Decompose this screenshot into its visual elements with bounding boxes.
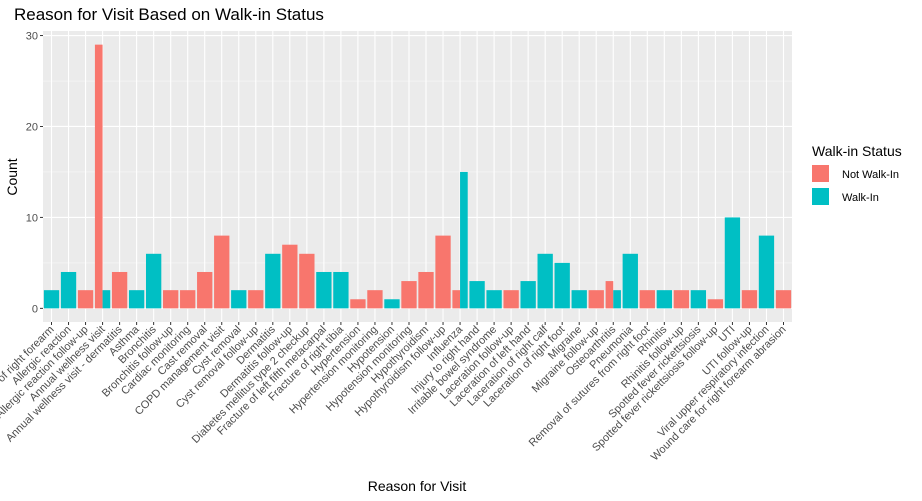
bar	[367, 290, 383, 309]
bar	[571, 290, 587, 309]
bar	[102, 290, 111, 309]
bar	[265, 253, 281, 309]
bar	[333, 271, 349, 309]
bar	[741, 290, 758, 309]
legend-title: Walk-in Status	[812, 143, 902, 159]
bars	[43, 44, 792, 309]
chart-title: Reason for Visit Based on Walk-in Status	[14, 5, 324, 24]
y-tick-label: 0	[32, 303, 38, 315]
bar	[622, 253, 638, 309]
legend-key	[812, 165, 829, 182]
bar	[111, 271, 128, 309]
bar	[282, 244, 298, 309]
y-tick-label: 20	[26, 121, 38, 133]
bar	[605, 281, 614, 309]
bar	[180, 290, 196, 309]
bar	[128, 290, 145, 309]
legend-label: Walk-In	[842, 192, 879, 204]
bar	[503, 290, 519, 309]
bar	[145, 253, 162, 309]
bar	[673, 290, 690, 309]
bar	[214, 235, 230, 309]
bar	[316, 271, 332, 309]
bar	[197, 271, 213, 309]
bar	[452, 290, 461, 309]
bar	[43, 290, 60, 309]
plot-panel	[43, 31, 792, 322]
bar	[94, 44, 103, 309]
bar	[248, 290, 264, 309]
bar	[554, 262, 570, 309]
bar	[418, 271, 434, 309]
bar	[690, 290, 707, 309]
bar	[758, 235, 775, 309]
bar	[520, 281, 536, 309]
bar	[656, 290, 672, 309]
bar	[613, 290, 621, 309]
bar	[350, 299, 366, 309]
bar	[60, 271, 77, 309]
bar	[231, 290, 247, 309]
bar	[435, 235, 451, 309]
x-axis-title: Reason for Visit	[368, 478, 467, 494]
y-axis: 0 10 20 30	[26, 31, 43, 315]
bar	[460, 171, 468, 309]
y-tick-label: 10	[26, 212, 38, 224]
bar	[469, 281, 485, 309]
bar	[588, 290, 604, 309]
bar	[163, 290, 179, 309]
bar	[724, 217, 741, 309]
bar	[384, 299, 400, 309]
bar	[401, 281, 417, 309]
legend: Walk-in Status Not Walk-In Walk-In	[812, 143, 902, 205]
bar	[639, 290, 655, 309]
y-tick-label: 30	[26, 31, 38, 43]
bar	[77, 290, 94, 309]
bar	[707, 299, 724, 309]
bar	[537, 253, 553, 309]
legend-key	[812, 188, 829, 205]
y-axis-title: Count	[4, 158, 20, 195]
bar	[299, 253, 315, 309]
bar	[775, 290, 792, 309]
bar	[486, 290, 502, 309]
legend-label: Not Walk-In	[842, 169, 899, 181]
